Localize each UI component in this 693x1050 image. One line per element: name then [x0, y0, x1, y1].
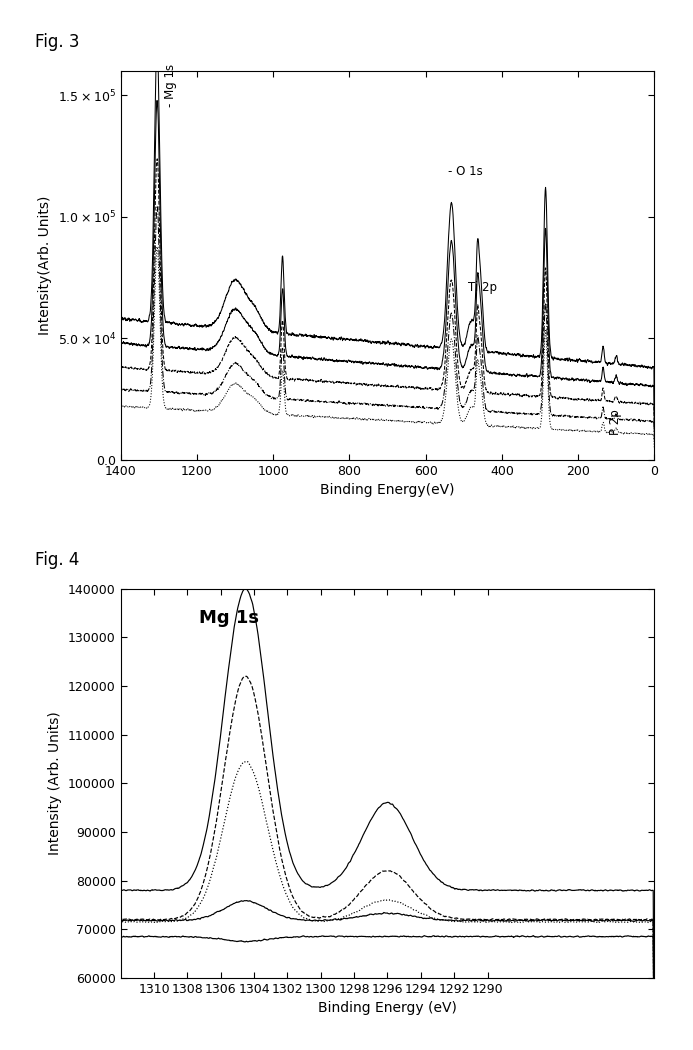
X-axis label: Binding Energy (eV): Binding Energy (eV): [318, 1002, 457, 1015]
Y-axis label: Intensity(Arb. Units): Intensity(Arb. Units): [38, 195, 52, 335]
Text: P 2p: P 2p: [608, 410, 622, 436]
Y-axis label: Intensity (Arb. Units): Intensity (Arb. Units): [49, 712, 62, 855]
Text: Fig. 4: Fig. 4: [35, 551, 80, 569]
Text: Mg 1s: Mg 1s: [199, 609, 259, 627]
Text: - Mg 1s: - Mg 1s: [164, 64, 177, 107]
Text: Fig. 3: Fig. 3: [35, 34, 80, 51]
Text: - O 1s: - O 1s: [448, 165, 483, 177]
X-axis label: Binding Energy(eV): Binding Energy(eV): [320, 483, 455, 498]
Text: Ti 2p: Ti 2p: [468, 281, 498, 294]
